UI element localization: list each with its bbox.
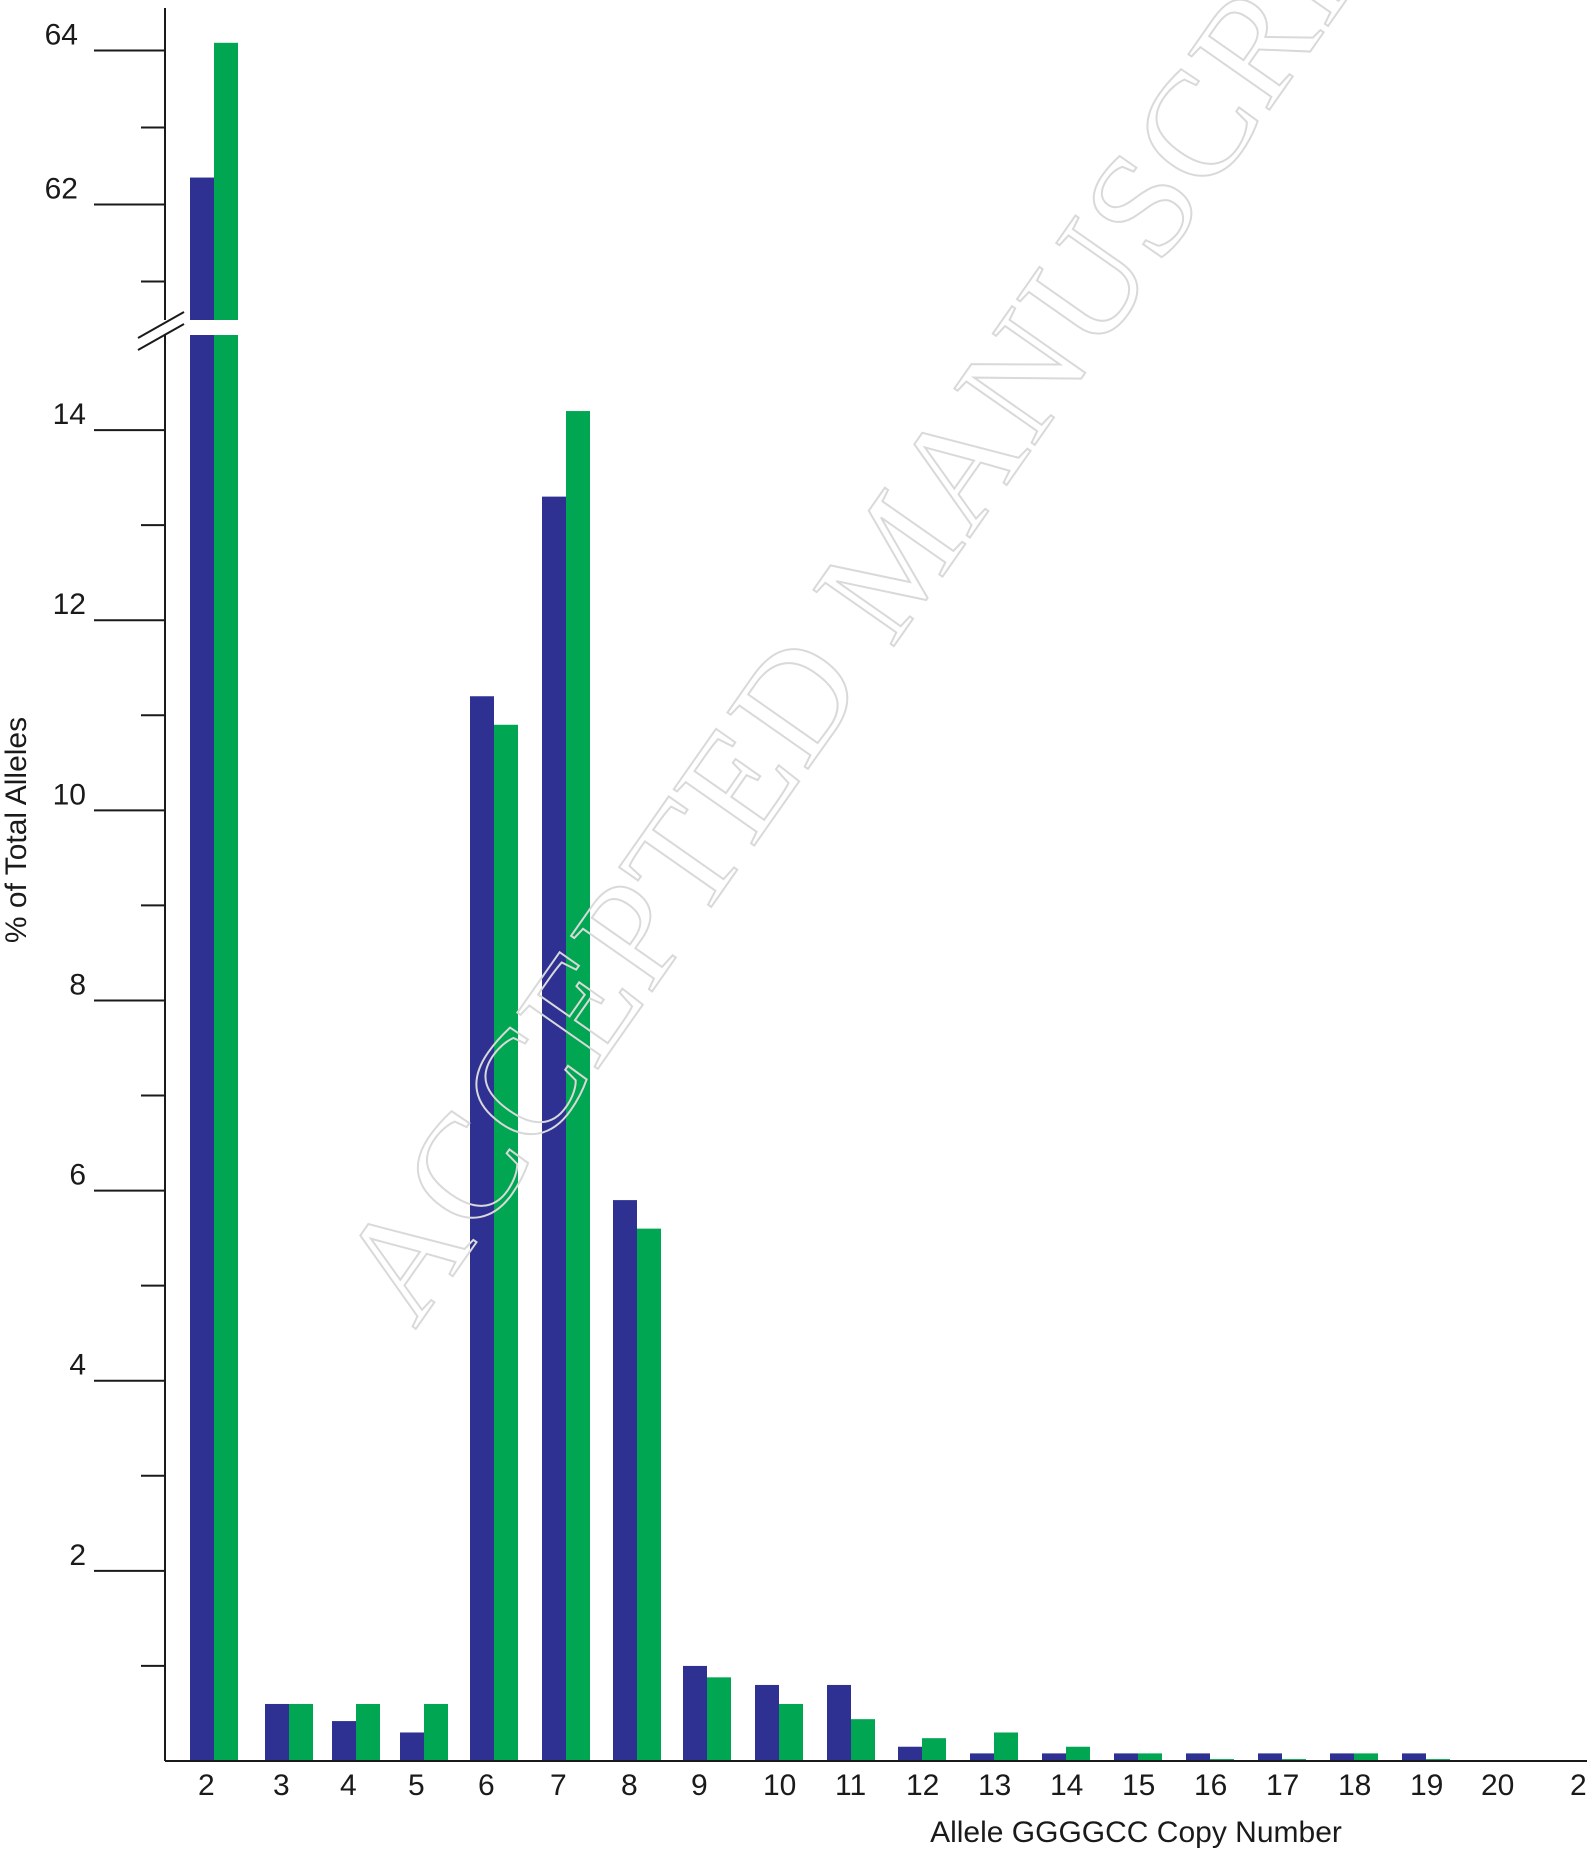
bar-s1-18 [1330,1753,1354,1761]
bar-s2-4 [356,1703,380,1761]
bar-s1-2-upper [190,177,214,320]
bar-s2-13 [994,1732,1018,1761]
x-tick-label-17: 17 [1266,1769,1299,1802]
bar-s1-3 [265,1703,289,1761]
x-tick-label-3: 3 [273,1769,290,1802]
x-tick-label-13: 13 [978,1769,1011,1802]
x-tick-label-4: 4 [340,1769,357,1802]
x-tick-label-16: 16 [1194,1769,1227,1802]
bar-s2-9 [707,1677,731,1761]
bar-s1-10 [755,1684,779,1761]
y-tick-label-2: 2 [69,1539,86,1572]
x-tick-label-15: 15 [1122,1769,1155,1802]
x-tick-label-8: 8 [621,1769,638,1802]
y-tick-label-8: 8 [69,968,86,1001]
bar-s1-7 [542,496,566,1762]
y-tick-label-10: 10 [53,778,86,811]
bar-s2-14 [1066,1746,1090,1761]
bar-s2-15 [1138,1753,1162,1761]
x-tick-label-11: 11 [835,1769,866,1802]
axis-break-mark-1 [137,311,185,339]
x-tick-label-21: 21 [1570,1769,1587,1802]
bars-layer [167,42,1450,1762]
bar-s1-9 [683,1665,707,1761]
axis-layer [94,8,1587,1762]
bar-s1-19 [1402,1753,1426,1761]
bar-s2-11 [851,1719,875,1761]
x-tick-label-20: 20 [1481,1769,1514,1802]
bar-s2-2-lower [214,335,238,1761]
bar-s1-2-lower [190,335,214,1761]
bar-s1-15 [1114,1753,1138,1761]
x-tick-label-9: 9 [691,1769,708,1802]
bar-s1-6 [470,696,494,1761]
bar-s2-7 [566,411,590,1761]
y-tick-label-6: 6 [69,1159,86,1192]
bar-s2-12 [922,1738,946,1761]
bar-s2-2-upper [214,42,238,321]
bar-s1-11 [827,1684,851,1761]
bar-s2-5 [424,1703,448,1761]
y-tick-label-4: 4 [69,1349,86,1382]
bar-s2-10 [779,1703,803,1761]
y-axis-label: % of Total Alleles [0,717,33,943]
x-axis-label: Allele GGGGCC Copy Number [930,1816,1342,1849]
x-tick-label-5: 5 [408,1769,425,1802]
bar-s2-18 [1354,1753,1378,1761]
bar-s1-14 [1042,1753,1066,1761]
labels-layer: 2 4 6 8 10 12 14 62 64 2 3 4 5 6 7 8 9 10 11 12 13 14 15 16 17 18… [45,19,1587,1803]
bar-s1-17 [1258,1753,1282,1761]
y-tick-label-64: 64 [45,19,78,52]
bar-s2-6 [494,724,518,1761]
bar-s1-5 [400,1732,424,1761]
x-tick-label-18: 18 [1338,1769,1371,1802]
y-tick-label-62: 62 [45,173,78,206]
bar-s1-8 [613,1200,637,1761]
watermark: ACCEPTED MANUSCRIPT [306,0,1484,1349]
bar-s2-8 [637,1228,661,1761]
x-tick-label-14: 14 [1050,1769,1083,1802]
x-tick-label-12: 12 [906,1769,939,1802]
x-tick-label-6: 6 [478,1769,495,1802]
y-tick-label-12: 12 [53,588,86,621]
y-tick-label-14: 14 [53,398,86,431]
x-tick-label-7: 7 [550,1769,567,1802]
bar-s1-13 [970,1753,994,1761]
axis-break-gap [167,320,247,335]
bar-s1-4 [332,1721,356,1761]
x-tick-label-19: 19 [1410,1769,1443,1802]
x-tick-label-2: 2 [198,1769,215,1802]
axis-break-mark-2 [137,323,185,351]
bar-s1-12 [898,1746,922,1761]
x-tick-label-10: 10 [763,1769,796,1802]
bar-s2-3 [289,1703,313,1761]
bar-s1-16 [1186,1753,1210,1761]
